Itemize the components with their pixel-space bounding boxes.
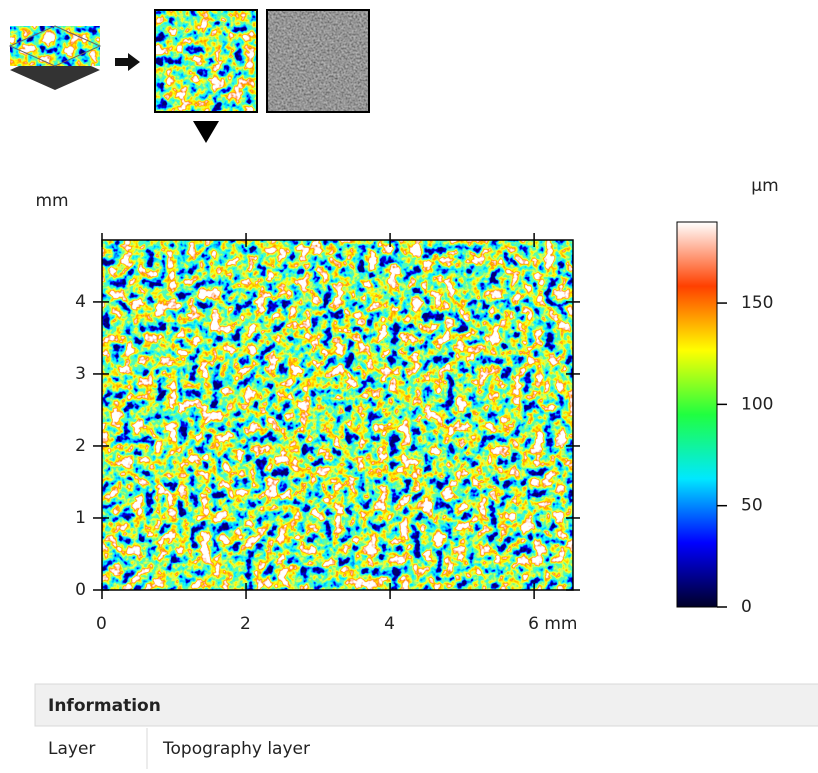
colorbar-unit: µm (751, 176, 778, 196)
info-title: Information (48, 696, 161, 716)
height-map (102, 240, 573, 590)
colorbar (676, 221, 718, 608)
y-tick-label: 2 (75, 436, 86, 456)
info-key: Layer (48, 739, 95, 759)
colorbar-tick-label: 150 (741, 293, 773, 313)
x-tick-label: 4 (384, 614, 395, 634)
colorbar-tick-label: 50 (741, 496, 763, 516)
y-tick-label: 3 (75, 364, 86, 384)
x-tick-label: 6 mm (528, 614, 577, 634)
colorbar-tick-label: 0 (741, 597, 752, 617)
thumbnail-intensity[interactable] (266, 9, 370, 113)
y-tick-label: 0 (75, 580, 86, 600)
layer-icon[interactable] (8, 25, 102, 90)
colorbar-tick-label: 100 (741, 394, 773, 414)
y-unit: mm (35, 191, 68, 211)
x-tick-label: 2 (240, 614, 251, 634)
info-header (34, 683, 818, 727)
thumbnail-topography[interactable] (154, 9, 258, 113)
selected-pointer (193, 121, 219, 143)
y-tick-label: 4 (75, 292, 86, 312)
x-tick-label: 0 (96, 614, 107, 634)
y-tick-label: 1 (75, 508, 86, 528)
arrow-icon (115, 53, 140, 71)
plot-frame (101, 239, 574, 591)
info-value: Topography layer (162, 739, 310, 759)
